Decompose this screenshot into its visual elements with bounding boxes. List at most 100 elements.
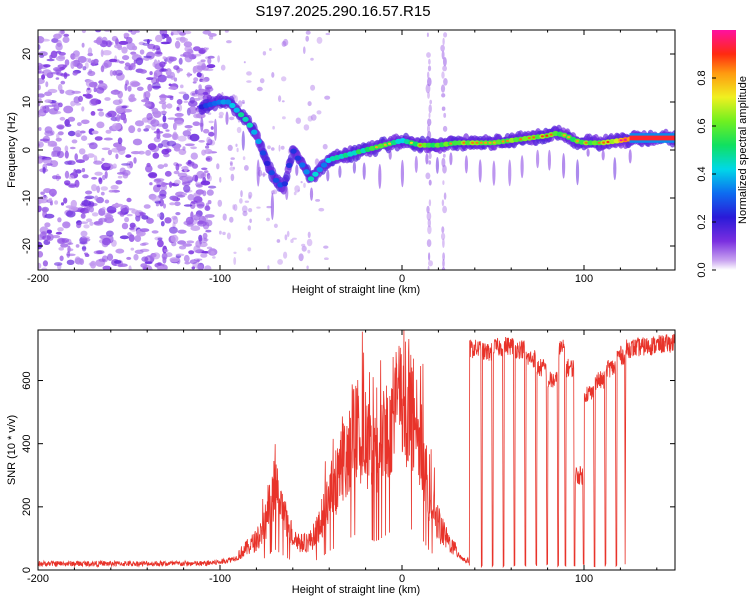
- noise-blob: [190, 225, 201, 231]
- noise-blob: [112, 70, 117, 76]
- noise-blob: [198, 49, 206, 55]
- noise-blob: [141, 99, 149, 103]
- noise-blob: [301, 245, 307, 252]
- noise-blob: [157, 74, 167, 83]
- noise-blob: [273, 223, 278, 228]
- noise-blob: [107, 253, 114, 261]
- noise-blob: [117, 211, 125, 215]
- noise-blob: [205, 219, 213, 227]
- noise-blob: [134, 30, 140, 33]
- noise-blob: [280, 145, 285, 150]
- noise-blob: [161, 67, 165, 72]
- noise-blob: [129, 161, 134, 169]
- noise-blob: [190, 152, 198, 160]
- noise-blob: [156, 131, 161, 140]
- noise-blob: [67, 245, 71, 253]
- noise-blob: [166, 140, 177, 147]
- noise-blob: [43, 64, 51, 68]
- noise-blob: [124, 217, 130, 223]
- noise-blob: [109, 58, 118, 63]
- noise-blob: [173, 146, 181, 152]
- noise-blob: [135, 212, 140, 216]
- noise-blob: [66, 251, 71, 258]
- colorbar-tick-label: 0.6: [696, 118, 708, 133]
- ridge-wisp: [285, 185, 289, 200]
- noise-blob: [116, 114, 121, 122]
- noise-blob: [256, 206, 261, 209]
- y-tick-label: 600: [21, 371, 33, 389]
- noise-blob: [81, 135, 88, 141]
- noise-blob: [170, 234, 179, 243]
- ridge-wisp: [256, 159, 260, 187]
- noise-blob: [75, 244, 80, 248]
- noise-blob: [166, 103, 173, 109]
- ridge-wisp: [414, 155, 418, 173]
- noise-blob: [40, 195, 48, 200]
- ridge-wisp: [435, 157, 439, 174]
- noise-blob: [67, 160, 76, 165]
- noise-blob: [52, 146, 62, 153]
- noise-blob: [187, 194, 195, 201]
- noise-blob: [166, 36, 171, 40]
- noise-blob: [282, 38, 289, 47]
- noise-blob: [60, 80, 66, 85]
- ridge-peak: [374, 146, 379, 149]
- noise-blob: [162, 115, 167, 123]
- noise-blob: [101, 255, 109, 263]
- noise-blob: [51, 151, 56, 157]
- streak-blob: [442, 252, 445, 261]
- noise-blob: [55, 55, 66, 62]
- noise-blob: [163, 203, 166, 209]
- streak-blob: [441, 157, 446, 168]
- ridge-peak: [383, 143, 387, 146]
- noise-blob: [219, 230, 222, 235]
- noise-blob: [109, 69, 114, 77]
- noise-blob: [168, 86, 178, 90]
- noise-blob: [271, 190, 275, 195]
- noise-blob: [256, 86, 263, 92]
- noise-blob: [104, 199, 110, 204]
- streak-blob: [427, 118, 432, 126]
- noise-blob: [81, 168, 86, 173]
- streak-blob: [428, 58, 431, 65]
- streak-blob: [440, 84, 446, 93]
- noise-blob: [155, 203, 159, 207]
- noise-blob: [64, 59, 70, 66]
- y-tick-label: 10: [21, 96, 33, 108]
- noise-blob: [315, 199, 321, 202]
- noise-blob: [229, 166, 235, 171]
- noise-blob: [70, 53, 76, 60]
- noise-blob: [210, 126, 214, 130]
- ridge-peak: [619, 139, 623, 142]
- streak-blob: [426, 211, 432, 221]
- noise-blob: [80, 230, 88, 237]
- ridge-peak: [545, 134, 549, 137]
- noise-blob: [188, 100, 198, 107]
- noise-blob: [146, 39, 150, 45]
- noise-blob: [234, 95, 238, 103]
- noise-blob: [206, 136, 211, 145]
- streak-blob: [441, 71, 445, 79]
- ridge-wisp: [338, 165, 342, 178]
- noise-blob: [38, 98, 42, 103]
- noise-blob: [38, 101, 41, 107]
- noise-blob: [160, 110, 168, 115]
- noise-blob: [115, 248, 125, 254]
- noise-blob: [147, 143, 157, 151]
- noise-blob: [139, 69, 147, 74]
- noise-blob: [118, 40, 129, 45]
- noise-blob: [227, 144, 233, 151]
- noise-blob: [192, 81, 197, 84]
- noise-blob: [187, 159, 192, 165]
- noise-blob: [175, 191, 186, 197]
- noise-blob: [207, 200, 212, 205]
- ridge-wisp: [449, 152, 453, 166]
- noise-blob: [121, 105, 128, 109]
- noise-blob: [196, 61, 206, 66]
- noise-blob: [100, 186, 109, 191]
- noise-blob: [44, 213, 55, 219]
- noise-blob: [310, 114, 317, 121]
- noise-blob: [259, 78, 265, 84]
- noise-blob: [267, 145, 271, 150]
